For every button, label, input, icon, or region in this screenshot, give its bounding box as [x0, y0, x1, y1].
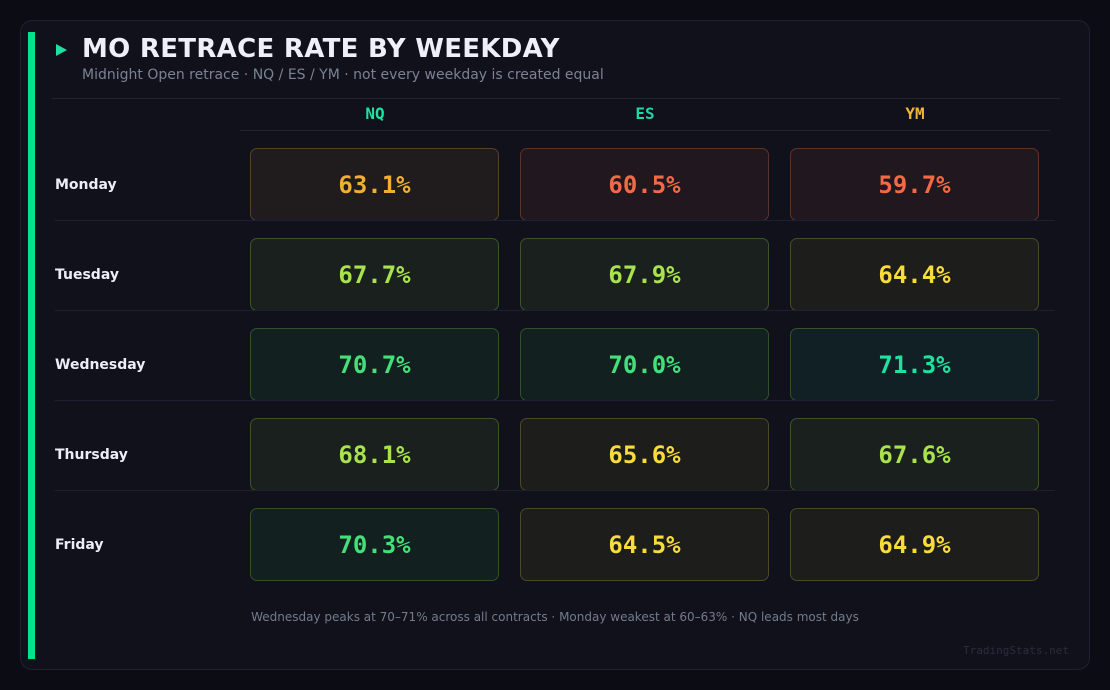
watermark: TradingStats.net — [963, 644, 1069, 657]
row-label-thursday: Thursday — [55, 447, 128, 463]
column-header-divider — [240, 130, 1050, 131]
row-divider — [55, 400, 1055, 401]
heatmap-cell-friday-nq: 70.3% — [250, 508, 499, 581]
column-header-nq: NQ — [365, 104, 385, 123]
row-label-tuesday: Tuesday — [55, 267, 119, 283]
heatmap-cell-wednesday-es: 70.0% — [520, 328, 769, 401]
heatmap-cell-wednesday-ym: 71.3% — [790, 328, 1039, 401]
row-divider — [55, 310, 1055, 311]
footer-note: Wednesday peaks at 70–71% across all con… — [251, 610, 859, 624]
heatmap-cell-monday-nq: 63.1% — [250, 148, 499, 221]
heatmap-cell-wednesday-nq: 70.7% — [250, 328, 499, 401]
row-label-monday: Monday — [55, 177, 117, 193]
heatmap-cell-tuesday-ym: 64.4% — [790, 238, 1039, 311]
heatmap-cell-monday-ym: 59.7% — [790, 148, 1039, 221]
row-divider — [55, 490, 1055, 491]
heatmap-cell-monday-es: 60.5% — [520, 148, 769, 221]
row-divider — [55, 220, 1055, 221]
heatmap-cell-tuesday-nq: 67.7% — [250, 238, 499, 311]
row-label-friday: Friday — [55, 537, 104, 553]
page-title: MO RETRACE RATE BY WEEKDAY — [82, 34, 560, 64]
heatmap-cell-tuesday-es: 67.9% — [520, 238, 769, 311]
accent-bar — [28, 32, 35, 659]
row-label-wednesday: Wednesday — [55, 357, 146, 373]
heatmap-cell-friday-es: 64.5% — [520, 508, 769, 581]
heatmap-cell-thursday-nq: 68.1% — [250, 418, 499, 491]
heatmap-cell-thursday-es: 65.6% — [520, 418, 769, 491]
column-header-es: ES — [635, 104, 655, 123]
column-header-ym: YM — [905, 104, 925, 123]
page-subtitle: Midnight Open retrace · NQ / ES / YM · n… — [82, 67, 604, 83]
play-triangle-icon — [56, 44, 67, 56]
header-divider — [52, 98, 1060, 99]
heatmap-cell-friday-ym: 64.9% — [790, 508, 1039, 581]
heatmap-cell-thursday-ym: 67.6% — [790, 418, 1039, 491]
